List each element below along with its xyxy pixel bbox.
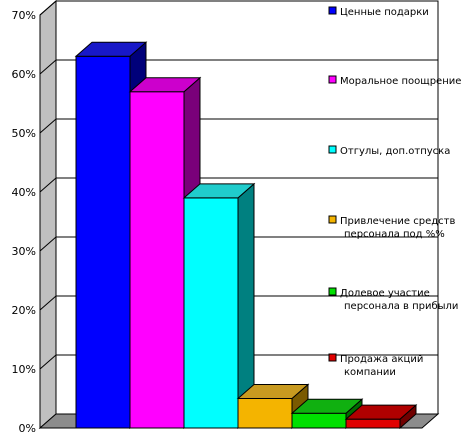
legend-item: Ценные подарки <box>329 7 429 18</box>
bar-front <box>292 413 346 428</box>
legend-swatch <box>329 76 336 83</box>
legend-item: Отгулы, доп.отпуска <box>329 146 450 157</box>
y-tick-label: 10% <box>12 363 36 376</box>
legend-swatch <box>329 354 336 361</box>
legend-swatch <box>329 216 336 223</box>
y-tick-label: 50% <box>12 127 36 140</box>
y-tick-label: 30% <box>12 245 36 258</box>
y-tick-label: 20% <box>12 304 36 317</box>
bar-front <box>76 56 130 428</box>
y-tick-label: 40% <box>12 186 36 199</box>
bar <box>184 184 254 428</box>
y-tick-label: 0% <box>19 422 36 435</box>
bar-front <box>130 92 184 428</box>
legend-label: Моральное поощрение <box>340 76 461 87</box>
legend-swatch <box>329 288 336 295</box>
y-axis: 0% 10% 20% 30% 40% 50% 60% 70% <box>12 9 36 435</box>
bar-front <box>184 198 238 428</box>
legend-label: Отгулы, доп.отпуска <box>340 146 450 157</box>
legend-swatch <box>329 146 336 153</box>
y-tick-label: 60% <box>12 68 36 81</box>
left-wall <box>40 1 56 428</box>
legend-label: Ценные подарки <box>340 7 429 18</box>
bar-front <box>238 399 292 429</box>
legend-swatch <box>329 7 336 14</box>
y-tick-label: 70% <box>12 9 36 22</box>
legend-item: Моральное поощрение <box>329 76 461 87</box>
bar-front <box>346 419 400 428</box>
